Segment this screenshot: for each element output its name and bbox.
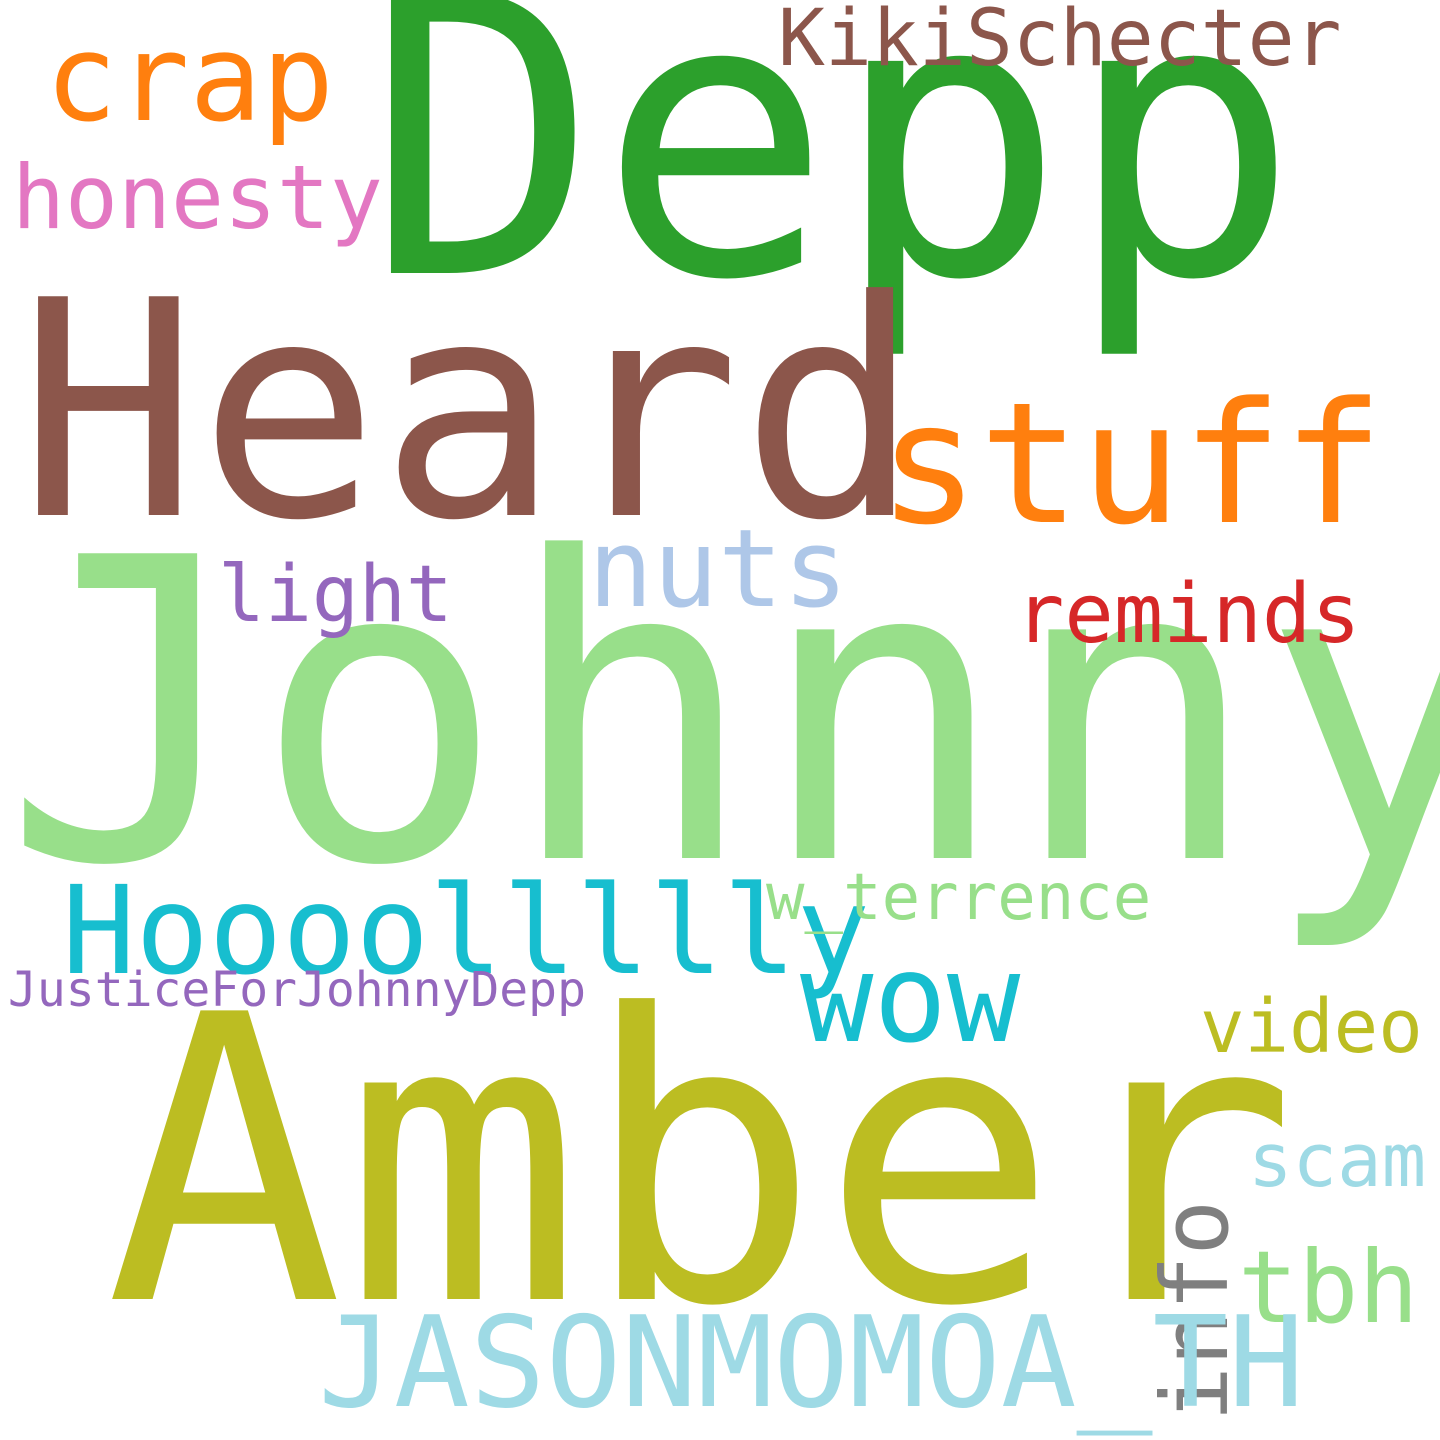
word-tbh: tbh <box>1238 1229 1419 1346</box>
word-video: video <box>1200 984 1423 1070</box>
word-amber: Amber <box>105 932 1298 1393</box>
word-scam: scam <box>1248 1118 1427 1204</box>
word-justicefor-johnnydepp: JusticeForJohnnyDepp <box>8 962 586 1018</box>
word-light: light <box>218 550 453 640</box>
word-jasonmomoa-th: JASONMOMOA_TH <box>318 1289 1305 1436</box>
word-crap: crap <box>45 10 334 149</box>
word-stuff: stuff <box>878 366 1384 562</box>
word-johnny: Johnny <box>2 470 1440 957</box>
word-heard: Heard <box>18 237 922 586</box>
word-reminds: reminds <box>1015 567 1361 662</box>
word-depp: Depp <box>365 0 1300 365</box>
word-hoooollllly: Hoooollllly <box>62 860 870 1002</box>
word-w-terrence: w_terrence <box>766 861 1152 935</box>
word-kikischecter: KikiSchecter <box>778 0 1342 84</box>
word-wow: wow <box>800 928 1021 1070</box>
word-nuts: nuts <box>588 507 849 632</box>
word-honesty: honesty <box>12 146 383 249</box>
